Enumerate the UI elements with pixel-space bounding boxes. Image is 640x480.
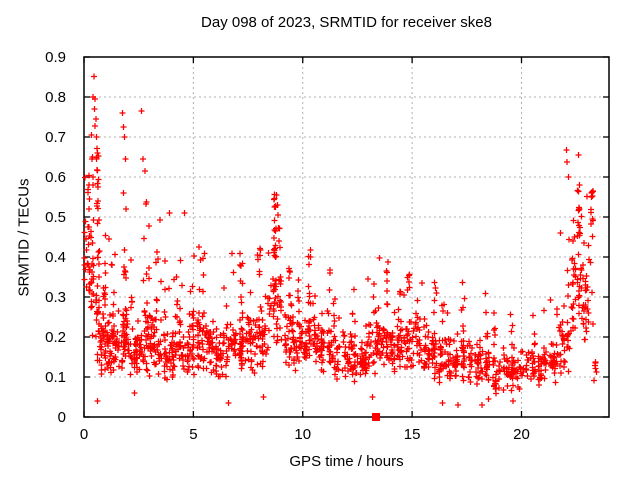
y-tick-label: 0.9	[45, 49, 66, 66]
y-tick-label: 0.2	[45, 329, 66, 346]
x-tick-label: 20	[513, 426, 530, 443]
y-tick-label: 0.3	[45, 289, 66, 306]
y-tick-label: 0.6	[45, 169, 66, 186]
y-tick-label: 0.1	[45, 369, 66, 386]
y-tick-label: 0	[58, 409, 66, 426]
data-points	[81, 73, 600, 408]
plot-border	[83, 56, 610, 418]
x-tick-label: 15	[404, 426, 421, 443]
y-tick-label: 0.8	[45, 89, 66, 106]
y-tick-label: 0.4	[45, 249, 66, 266]
special-point-filled-square	[372, 413, 381, 421]
y-tick-label: 0.5	[45, 209, 66, 226]
x-tick-label: 5	[189, 426, 197, 443]
chart-title: Day 098 of 2023, SRMTID for receiver ske…	[201, 14, 492, 31]
x-axis-label: GPS time / hours	[289, 453, 404, 470]
x-tick-label: 0	[80, 426, 88, 443]
y-tick-label: 0.7	[45, 129, 66, 146]
x-tick-label: 10	[294, 426, 311, 443]
